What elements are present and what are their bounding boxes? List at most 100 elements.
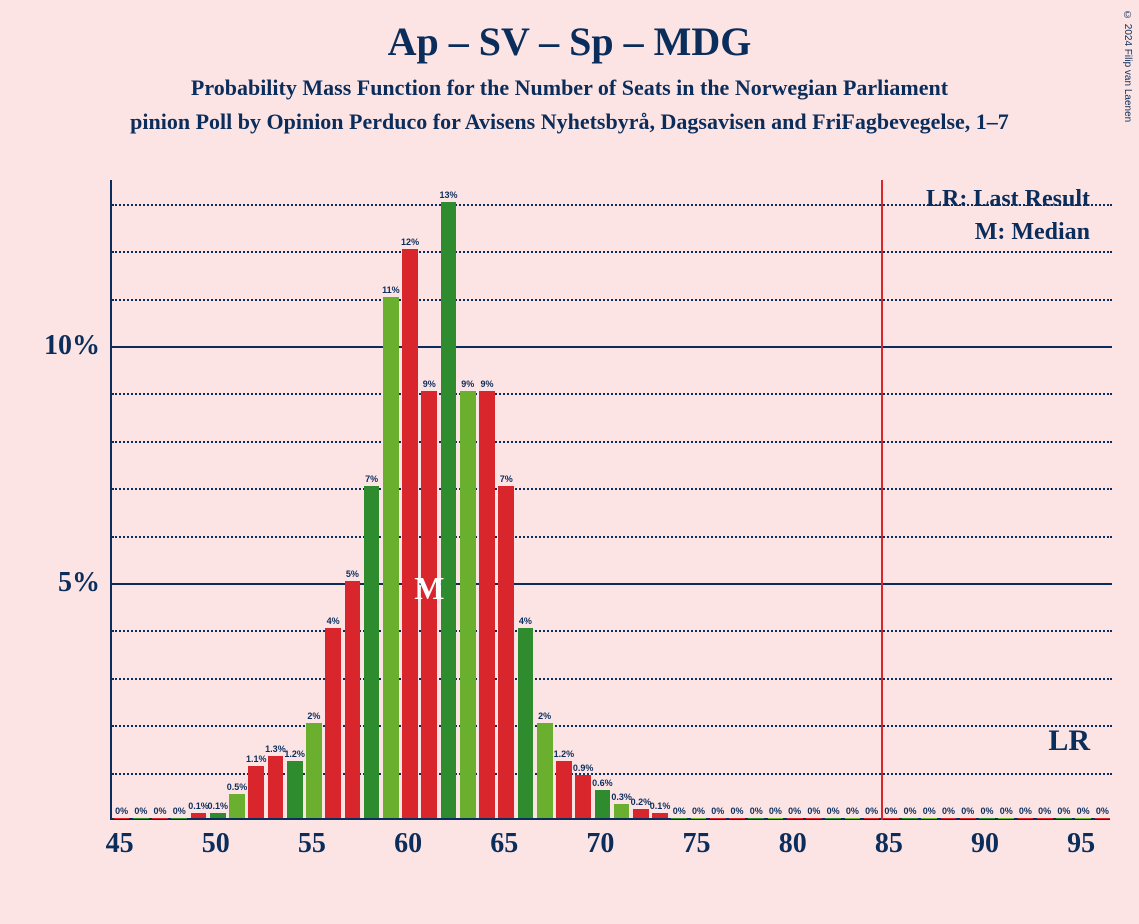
x-axis-tick-label: 55 [298, 828, 326, 860]
bar: 0% [671, 818, 687, 819]
bar: 0% [114, 818, 130, 819]
bar: 4% [518, 628, 534, 818]
bar-value-label: 0% [1077, 806, 1090, 816]
bar: 11% [383, 297, 399, 818]
bar: 1.2% [556, 761, 572, 818]
gridline-minor [112, 251, 1112, 253]
x-axis-tick-label: 85 [875, 828, 903, 860]
bar: 0.1% [652, 813, 668, 818]
y-axis-tick-label: 10% [44, 330, 100, 362]
bar-value-label: 0% [961, 806, 974, 816]
bar: 13% [441, 202, 457, 818]
bar: 0.9% [575, 775, 591, 818]
bar-value-label: 1.1% [246, 754, 267, 764]
bar-value-label: 0.5% [227, 782, 248, 792]
title-block: Ap – SV – Sp – MDG Probability Mass Func… [0, 0, 1139, 135]
plot-region: LR: Last Result M: Median 0%0%0%0%0.1%0.… [110, 180, 1110, 820]
bar-value-label: 0% [904, 806, 917, 816]
bar: 0% [691, 818, 707, 819]
bar: 1.1% [248, 766, 264, 818]
legend-m: M: Median [926, 219, 1090, 246]
bar: 0% [960, 818, 976, 819]
bar-value-label: 0.2% [631, 797, 652, 807]
bar-value-label: 0% [942, 806, 955, 816]
bar-value-label: 0% [134, 806, 147, 816]
x-axis-tick-label: 70 [586, 828, 614, 860]
bar-value-label: 0.6% [592, 778, 613, 788]
bar-value-label: 0% [750, 806, 763, 816]
bar-value-label: 7% [365, 474, 378, 484]
bar: 2% [537, 723, 553, 818]
bar-value-label: 0% [980, 806, 993, 816]
gridline-minor [112, 393, 1112, 395]
gridline-minor [112, 678, 1112, 680]
bar-value-label: 0% [673, 806, 686, 816]
x-axis-tick-label: 45 [106, 828, 134, 860]
bar-value-label: 0% [807, 806, 820, 816]
legend: LR: Last Result M: Median [926, 186, 1090, 252]
bar: 0% [729, 818, 745, 819]
bar: 9% [479, 391, 495, 818]
bar: 0% [1075, 818, 1091, 819]
copyright-text: © 2024 Filip van Laenen [1122, 10, 1133, 122]
x-axis-tick-label: 60 [394, 828, 422, 860]
gridline-minor [112, 630, 1112, 632]
bar-value-label: 7% [500, 474, 513, 484]
x-axis-tick-label: 90 [971, 828, 999, 860]
x-axis-tick-label: 75 [683, 828, 711, 860]
bar: 0% [864, 818, 880, 819]
bar-value-label: 0% [154, 806, 167, 816]
bar-value-label: 12% [401, 237, 419, 247]
bar-value-label: 0% [173, 806, 186, 816]
bar: 0% [133, 818, 149, 819]
bar: 0% [921, 818, 937, 819]
bar-value-label: 0% [865, 806, 878, 816]
gridline-minor [112, 536, 1112, 538]
bar: 0% [979, 818, 995, 819]
bar-value-label: 2% [307, 711, 320, 721]
bar: 7% [364, 486, 380, 818]
median-marker-label: M [414, 570, 444, 607]
bar: 0% [941, 818, 957, 819]
bar-value-label: 1.2% [284, 749, 305, 759]
lr-marker-label: LR [1048, 724, 1090, 758]
chart-subtitle-2: pinion Poll by Opinion Perduco for Avise… [0, 109, 1139, 135]
bar-value-label: 0% [769, 806, 782, 816]
bar: 1.2% [287, 761, 303, 818]
bar-value-label: 4% [519, 616, 532, 626]
bar: 5% [345, 581, 361, 818]
bar-value-label: 0.1% [188, 801, 209, 811]
x-axis-tick-label: 80 [779, 828, 807, 860]
bar: 0% [902, 818, 918, 819]
bar: 0% [1056, 818, 1072, 819]
bar: 0% [998, 818, 1014, 819]
bar: 0% [748, 818, 764, 819]
chart-subtitle-1: Probability Mass Function for the Number… [0, 75, 1139, 101]
bar: 4% [325, 628, 341, 818]
bar: 0% [883, 818, 899, 819]
bar-value-label: 0.3% [611, 792, 632, 802]
bar: 0% [171, 818, 187, 819]
chart-title: Ap – SV – Sp – MDG [0, 18, 1139, 65]
lr-line [881, 180, 883, 820]
bar-value-label: 0.1% [207, 801, 228, 811]
bar: 0% [806, 818, 822, 819]
bar-value-label: 0% [711, 806, 724, 816]
bar-value-label: 1.2% [554, 749, 575, 759]
bar: 0% [1037, 818, 1053, 819]
bar-value-label: 0% [846, 806, 859, 816]
bar: 0.2% [633, 809, 649, 818]
bar: 0.3% [614, 804, 630, 818]
gridline-minor [112, 488, 1112, 490]
bar: 0.1% [191, 813, 207, 818]
bar: 0% [710, 818, 726, 819]
bar: 0.5% [229, 794, 245, 818]
bar: 0% [787, 818, 803, 819]
bar-value-label: 0% [884, 806, 897, 816]
chart-area: LR: Last Result M: Median 0%0%0%0%0.1%0.… [110, 180, 1110, 820]
bar: 2% [306, 723, 322, 818]
bar: 1.3% [268, 756, 284, 818]
bar: 12% [402, 249, 418, 818]
bar-value-label: 0.1% [650, 801, 671, 811]
bar: 0.1% [210, 813, 226, 818]
